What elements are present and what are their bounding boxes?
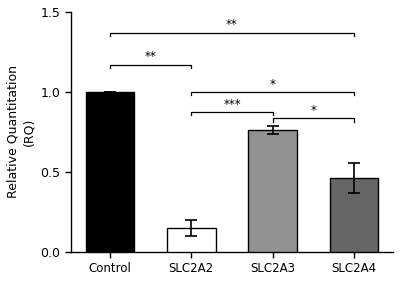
Y-axis label: Relative Quantitation
(RQ): Relative Quantitation (RQ) xyxy=(7,65,35,198)
Text: **: ** xyxy=(145,50,156,63)
Text: *: * xyxy=(310,104,316,117)
Text: ***: *** xyxy=(223,98,241,111)
Text: **: ** xyxy=(226,18,238,31)
Bar xyxy=(330,178,378,252)
Bar xyxy=(167,228,216,252)
Bar xyxy=(86,92,134,252)
Bar xyxy=(248,130,297,252)
Text: *: * xyxy=(270,78,276,91)
